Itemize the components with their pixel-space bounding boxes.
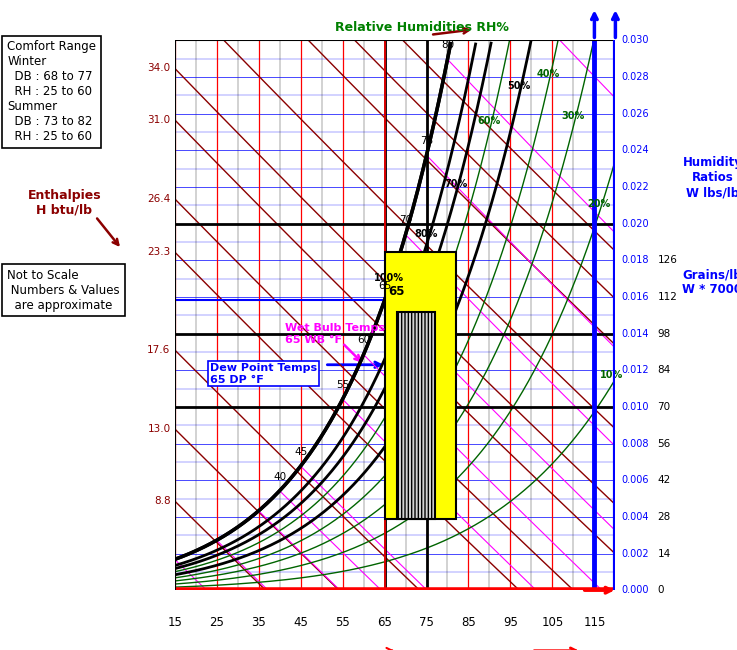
Text: 14: 14 (657, 549, 671, 558)
Text: 60: 60 (357, 335, 370, 345)
Text: 0.004: 0.004 (622, 512, 649, 522)
Text: 0.002: 0.002 (622, 549, 649, 558)
Text: 0.020: 0.020 (622, 218, 649, 229)
Text: 0.028: 0.028 (622, 72, 649, 82)
Text: Wet Bulb Temps
65 WB °F: Wet Bulb Temps 65 WB °F (284, 324, 385, 345)
Text: 0.006: 0.006 (622, 475, 649, 485)
Text: 70: 70 (657, 402, 671, 412)
Text: 85: 85 (461, 616, 476, 629)
Text: Humidity
Ratios
W lbs/lb: Humidity Ratios W lbs/lb (682, 156, 737, 200)
Text: 126: 126 (657, 255, 677, 265)
Text: Comfort Range
Winter
  DB : 68 to 77
  RH : 25 to 60
Summer
  DB : 73 to 82
  RH: Comfort Range Winter DB : 68 to 77 RH : … (7, 40, 97, 143)
Text: 20%: 20% (587, 199, 610, 209)
Text: 100%: 100% (374, 272, 404, 283)
Text: 10%: 10% (600, 370, 623, 380)
Text: 55: 55 (336, 380, 349, 390)
Text: Grains/lb
W * 7000: Grains/lb W * 7000 (682, 268, 737, 296)
Text: 40%: 40% (537, 70, 560, 79)
Text: 65: 65 (388, 285, 405, 298)
Text: 50%: 50% (507, 81, 531, 91)
Text: 112: 112 (657, 292, 677, 302)
Text: 105: 105 (541, 616, 564, 629)
Text: 45: 45 (294, 447, 307, 457)
Text: 35: 35 (251, 616, 266, 629)
Text: 45: 45 (293, 616, 308, 629)
Text: Relative Humidities RH%: Relative Humidities RH% (335, 21, 509, 34)
Text: 8.8: 8.8 (154, 496, 170, 506)
Text: 95: 95 (503, 616, 518, 629)
Text: 23.3: 23.3 (147, 247, 170, 257)
Text: 115: 115 (583, 616, 606, 629)
Text: 84: 84 (657, 365, 671, 375)
Text: Enthalpies
H btu/lb: Enthalpies H btu/lb (28, 188, 101, 216)
Text: 0.026: 0.026 (622, 109, 649, 118)
Text: 75: 75 (419, 616, 434, 629)
Text: 26.4: 26.4 (147, 194, 170, 203)
Text: 0: 0 (657, 585, 664, 595)
Text: 0.000: 0.000 (622, 585, 649, 595)
Text: 80: 80 (441, 40, 454, 50)
Bar (397, 312, 435, 519)
Text: 0.008: 0.008 (622, 439, 649, 448)
Text: 0.014: 0.014 (622, 329, 649, 339)
Text: 80%: 80% (415, 229, 439, 239)
Text: 31.0: 31.0 (147, 115, 170, 125)
Text: 0.016: 0.016 (622, 292, 649, 302)
Text: 65: 65 (377, 616, 392, 629)
Text: 55: 55 (335, 616, 350, 629)
Text: 15: 15 (167, 616, 182, 629)
Text: 0.030: 0.030 (622, 35, 649, 46)
Text: 0.018: 0.018 (622, 255, 649, 265)
Text: 13.0: 13.0 (147, 424, 170, 434)
Text: 65: 65 (378, 281, 391, 291)
Text: 60%: 60% (478, 116, 501, 125)
Text: Dew Point Temps
65 DP °F: Dew Point Temps 65 DP °F (210, 363, 317, 385)
Text: 34.0: 34.0 (147, 63, 170, 73)
Text: 0.024: 0.024 (622, 146, 649, 155)
Text: 98: 98 (657, 329, 671, 339)
Text: 70: 70 (399, 216, 412, 226)
Text: 0.022: 0.022 (622, 182, 649, 192)
Bar (385, 252, 456, 519)
Text: 42: 42 (657, 475, 671, 485)
Text: 70%: 70% (444, 179, 467, 188)
Text: 30%: 30% (562, 111, 585, 121)
Text: Not to Scale
 Numbers & Values
  are approximate: Not to Scale Numbers & Values are approx… (7, 268, 120, 311)
Text: 75: 75 (420, 136, 433, 146)
Text: 28: 28 (657, 512, 671, 522)
Text: 17.6: 17.6 (147, 345, 170, 355)
Text: 0.012: 0.012 (622, 365, 649, 375)
Text: 0.010: 0.010 (622, 402, 649, 412)
Text: 40: 40 (273, 472, 286, 482)
Text: 56: 56 (657, 439, 671, 448)
Text: 25: 25 (209, 616, 224, 629)
